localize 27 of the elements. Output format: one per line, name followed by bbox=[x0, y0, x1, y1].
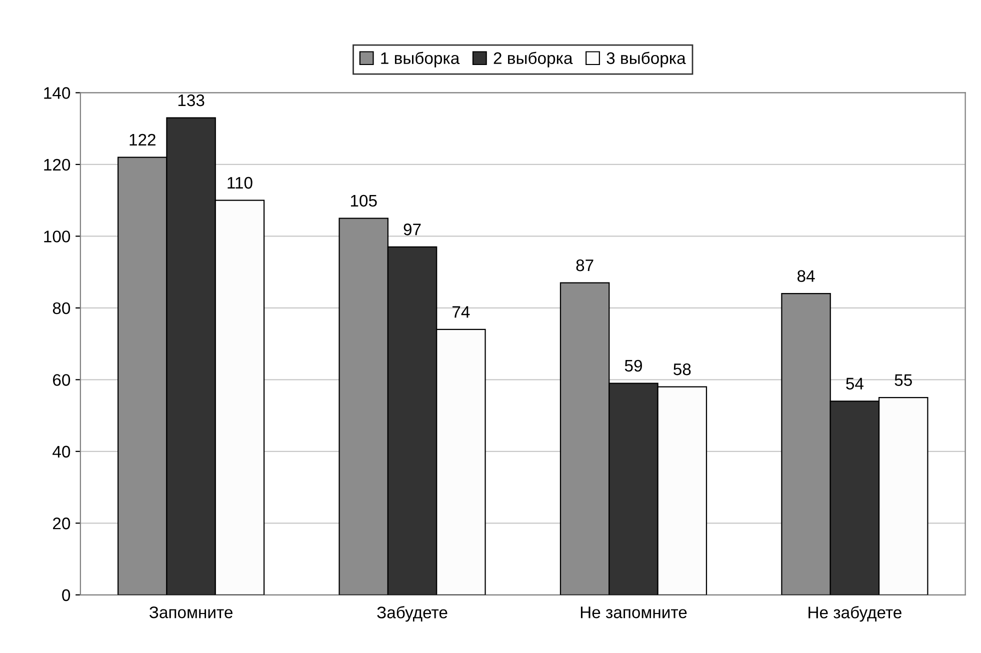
y-tick-label: 100 bbox=[44, 230, 70, 242]
y-tick-label: 140 bbox=[44, 87, 70, 99]
x-tick-label: Не забудете bbox=[808, 606, 902, 622]
data-label: 55 bbox=[894, 374, 912, 386]
x-tick-label: Забудете bbox=[377, 606, 448, 622]
data-label: 105 bbox=[350, 194, 377, 207]
data-label: 87 bbox=[576, 259, 594, 272]
y-tick-label: 20 bbox=[53, 518, 70, 530]
legend-label: 2 выборка bbox=[494, 52, 573, 68]
data-label: 122 bbox=[130, 134, 156, 146]
y-tick-label: 120 bbox=[44, 158, 70, 171]
data-label: 74 bbox=[452, 306, 470, 318]
legend-label: 1 выборка bbox=[381, 52, 460, 68]
data-label: 58 bbox=[674, 363, 691, 376]
data-label: 133 bbox=[178, 94, 204, 106]
x-tick-label: Запомните bbox=[149, 606, 232, 618]
data-label: 59 bbox=[624, 360, 642, 372]
legend-label: 3 выборка bbox=[606, 52, 686, 68]
data-label: 84 bbox=[797, 270, 815, 282]
data-label: 97 bbox=[404, 224, 421, 236]
y-tick-label: 40 bbox=[52, 446, 70, 458]
y-tick-label: 0 bbox=[62, 589, 70, 602]
data-label: 110 bbox=[228, 176, 252, 189]
y-tick-label: 80 bbox=[52, 302, 70, 314]
y-tick-label: 60 bbox=[53, 374, 70, 386]
data-label: 54 bbox=[846, 378, 864, 390]
x-tick-label: Не запомните bbox=[580, 606, 687, 618]
